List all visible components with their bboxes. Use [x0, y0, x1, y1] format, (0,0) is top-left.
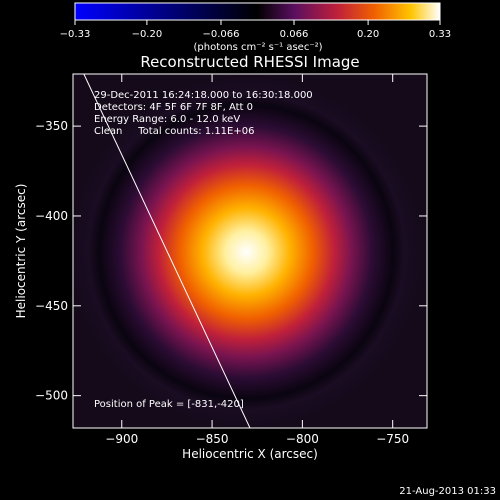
annotation-energy: Energy Range: 6.0 - 12.0 keV — [94, 114, 240, 125]
annotation-clean: Clean Total counts: 1.11E+06 — [94, 126, 254, 137]
plot-area — [73, 74, 427, 428]
annotation-detectors: Detectors: 4F 5F 6F 7F 8F, Att 0 — [94, 102, 253, 113]
peak-position-label: Position of Peak = [-831,-420] — [94, 399, 244, 410]
timestamp: 21-Aug-2013 01:33 — [399, 486, 496, 497]
annotation-time: 29-Dec-2011 16:24:18.000 to 16:30:18.000 — [94, 90, 313, 101]
colorbar-tick-label: −0.066 — [202, 29, 239, 40]
y-tick-label: −350 — [35, 119, 68, 133]
colorbar-gradient — [74, 2, 441, 21]
colorbar-label: (photons cm⁻² s⁻¹ asec⁻²) — [193, 42, 322, 53]
y-axis-label: Heliocentric Y (arcsec) — [14, 184, 28, 319]
y-tick-label: −450 — [35, 299, 68, 313]
x-tick-label: −850 — [196, 432, 229, 446]
colorbar-tick-label: −0.33 — [60, 29, 91, 40]
colorbar: −0.33 −0.20 −0.066 0.066 0.20 0.33 (photons c… — [60, 2, 451, 53]
colorbar-ticks: −0.33 −0.20 −0.066 0.066 0.20 0.33 — [60, 20, 451, 40]
colorbar-tick-label: 0.33 — [429, 29, 451, 40]
y-axis-ticks: −350 −400 −450 −500 — [35, 119, 427, 403]
colorbar-tick-label: 0.066 — [280, 29, 309, 40]
x-tick-label: −750 — [376, 432, 409, 446]
y-tick-label: −500 — [35, 389, 68, 403]
chart-title: Reconstructed RHESSI Image — [140, 53, 359, 71]
x-axis-ticks: −900 −850 −800 −750 — [105, 74, 409, 446]
plot-frame — [72, 73, 428, 429]
solar-limb-line — [83, 74, 251, 428]
colorbar-tick-label: 0.20 — [357, 29, 379, 40]
x-tick-label: −900 — [105, 432, 138, 446]
y-tick-label: −400 — [35, 209, 68, 223]
colorbar-tick-label: −0.20 — [132, 29, 163, 40]
x-tick-label: −800 — [286, 432, 319, 446]
x-axis-label: Heliocentric X (arcsec) — [182, 447, 318, 461]
flare-source — [73, 76, 422, 427]
annotation-block: 29-Dec-2011 16:24:18.000 to 16:30:18.000… — [94, 90, 313, 137]
